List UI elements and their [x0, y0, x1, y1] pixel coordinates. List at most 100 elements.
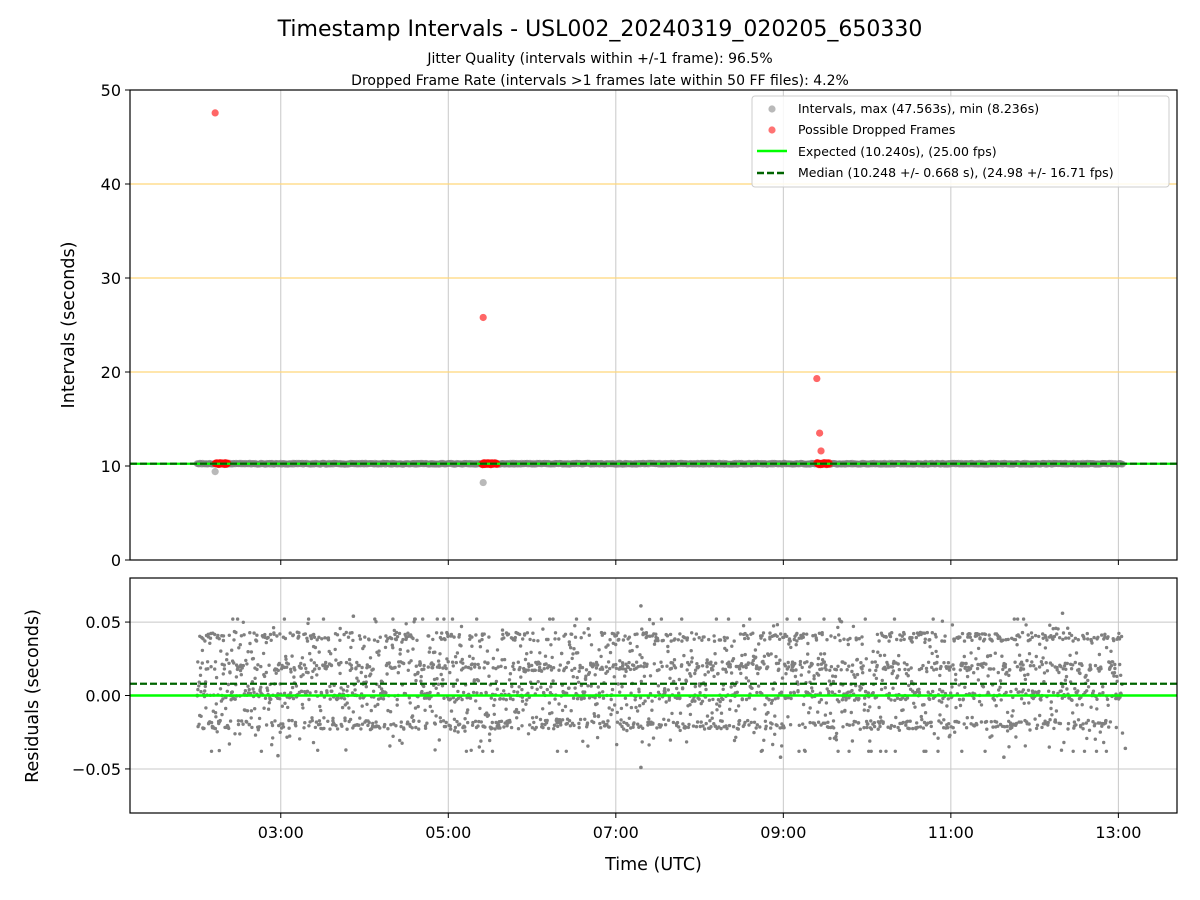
residual-point — [638, 653, 642, 657]
residual-point — [945, 704, 949, 708]
residual-point — [1104, 645, 1109, 650]
residual-point — [551, 679, 555, 683]
residual-point — [365, 663, 369, 667]
residual-point — [753, 648, 758, 652]
residual-point — [549, 685, 553, 689]
residual-point — [1051, 627, 1055, 631]
residual-point — [546, 726, 551, 731]
residual-point — [307, 697, 311, 702]
residual-point — [241, 663, 245, 668]
residual-point — [255, 633, 259, 637]
residual-point — [756, 671, 760, 676]
residual-point — [1073, 636, 1078, 640]
residual-point — [1061, 684, 1065, 689]
residual-point — [826, 689, 831, 694]
residual-point — [552, 727, 556, 731]
residual-point — [731, 725, 736, 729]
residual-point — [700, 638, 704, 642]
residual-point — [469, 748, 473, 752]
residual-point — [812, 674, 816, 678]
residual-point — [473, 719, 478, 723]
residual-point — [1055, 632, 1059, 636]
residual-point — [1093, 663, 1098, 668]
residual-point — [965, 674, 970, 679]
residual-point — [530, 726, 535, 730]
residual-point — [866, 708, 870, 713]
residual-point — [680, 617, 684, 621]
residual-point — [998, 685, 1002, 689]
residual-point — [1072, 720, 1077, 724]
residual-point — [1078, 671, 1082, 676]
residual-point — [1096, 635, 1100, 639]
residual-point — [1081, 727, 1085, 731]
residual-point — [615, 742, 619, 747]
residual-point — [887, 639, 891, 643]
residual-point — [1104, 719, 1108, 723]
residual-point — [326, 719, 330, 723]
residual-point — [373, 704, 377, 708]
residual-point — [582, 631, 586, 635]
residual-point — [383, 645, 388, 650]
residual-point — [805, 632, 809, 636]
residual-point — [271, 736, 275, 740]
residual-point — [278, 632, 282, 636]
x-tick-label: 11:00 — [928, 823, 974, 842]
residual-point — [402, 727, 406, 731]
residual-point — [617, 637, 621, 642]
residual-point — [911, 726, 915, 731]
residual-point — [276, 668, 280, 673]
residual-point — [300, 656, 305, 660]
residual-point — [625, 703, 629, 707]
residual-point — [1017, 690, 1021, 694]
residual-point — [1086, 678, 1090, 683]
residual-point — [402, 661, 406, 666]
residual-point — [227, 726, 231, 731]
residual-point — [746, 718, 750, 723]
residual-point — [950, 623, 955, 627]
residual-point — [616, 631, 620, 635]
residual-point — [289, 670, 293, 674]
residual-point — [739, 671, 743, 676]
residual-point — [430, 666, 435, 670]
residual-point — [489, 696, 493, 700]
residual-point — [526, 668, 530, 672]
residual-point — [1045, 669, 1050, 673]
residual-point — [666, 688, 670, 692]
residual-point — [775, 634, 779, 638]
residual-point — [445, 632, 450, 636]
residual-point — [505, 724, 509, 728]
residual-point — [557, 668, 561, 672]
residual-point — [367, 638, 371, 642]
residual-point — [1108, 720, 1113, 724]
residual-point — [799, 673, 803, 677]
residual-point — [618, 667, 623, 671]
residual-point — [250, 725, 254, 730]
residual-point — [701, 724, 705, 728]
residual-point — [920, 717, 924, 722]
residual-point — [756, 684, 761, 688]
residual-point — [1037, 665, 1042, 669]
residual-point — [834, 734, 838, 739]
residual-point — [882, 653, 887, 657]
residual-point — [695, 720, 700, 724]
residual-point — [936, 736, 940, 740]
residual-point — [446, 660, 450, 664]
residual-point — [522, 633, 527, 637]
residual-point — [548, 617, 552, 621]
residual-point — [1015, 617, 1020, 621]
residual-point — [616, 682, 620, 686]
residual-point — [376, 639, 380, 644]
residual-point — [254, 639, 259, 643]
residual-point — [285, 735, 289, 739]
residual-point — [607, 725, 611, 729]
residual-point — [1097, 669, 1101, 673]
residual-point — [347, 657, 352, 662]
residual-point — [946, 726, 950, 730]
residual-point — [703, 673, 707, 677]
residual-point — [925, 669, 929, 674]
residual-point — [1025, 658, 1029, 663]
residual-point — [570, 632, 574, 636]
residual-point — [606, 719, 610, 723]
residual-point — [528, 637, 532, 642]
residual-point — [668, 738, 673, 742]
